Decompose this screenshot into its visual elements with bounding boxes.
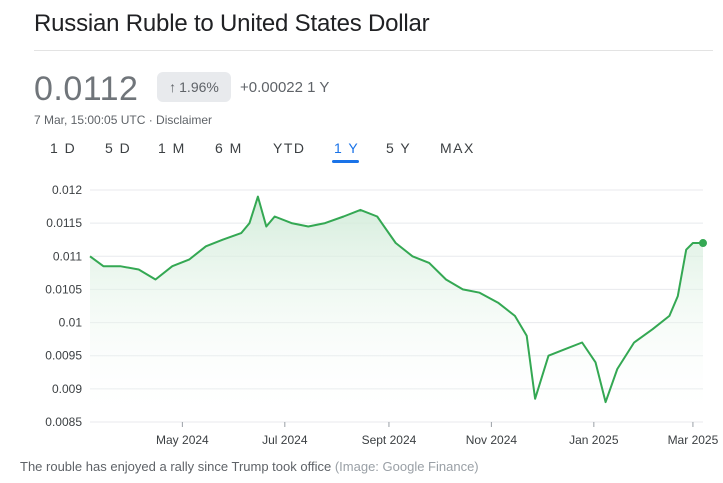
current-price: 0.0112: [34, 70, 139, 108]
x-tick-label: Nov 2024: [466, 433, 518, 447]
x-tick-label: Mar 2025: [668, 433, 719, 447]
caption-text: The rouble has enjoyed a rally since Tru…: [20, 459, 332, 474]
x-axis-labels: May 2024 Jul 2024 Sept 2024 Nov 2024 Jan 202…: [156, 422, 719, 447]
y-axis-labels: 0.012 0.0115 0.011 0.0105 0.01 0.0095 0.009 0.0…: [45, 183, 82, 429]
change-absolute: +0.00022 1 Y: [240, 79, 330, 96]
tab-1d[interactable]: 1 D: [50, 140, 77, 156]
y-tick-label: 0.009: [52, 382, 82, 396]
price-line: [89, 195, 703, 404]
y-tick-label: 0.0115: [46, 216, 82, 230]
page-title: Russian Ruble to United States Dollar: [34, 10, 430, 37]
x-tick-label: Jul 2024: [262, 433, 308, 447]
header-divider: [34, 50, 713, 51]
tab-1m[interactable]: 1 M: [158, 140, 186, 156]
tab-max[interactable]: MAX: [440, 140, 475, 156]
change-percent-badge: ↑ 1.96%: [157, 72, 231, 102]
y-tick-label: 0.0085: [45, 415, 82, 429]
tab-6m[interactable]: 6 M: [215, 140, 243, 156]
y-tick-label: 0.0095: [45, 349, 82, 363]
x-tick-label: Jan 2025: [569, 433, 619, 447]
image-caption: The rouble has enjoyed a rally since Tru…: [20, 459, 479, 474]
up-arrow-icon: ↑: [169, 79, 177, 95]
y-tick-label: 0.012: [52, 183, 82, 197]
tab-5y[interactable]: 5 Y: [386, 140, 412, 156]
change-percent-value: 1.96%: [179, 79, 219, 95]
timestamp-disclaimer[interactable]: 7 Mar, 15:00:05 UTC · Disclaimer: [34, 113, 213, 127]
tab-5d[interactable]: 5 D: [105, 140, 132, 156]
x-tick-label: Sept 2024: [362, 433, 417, 447]
price-area-fill: [90, 196, 703, 422]
y-tick-label: 0.0105: [45, 282, 82, 296]
range-tabs: 1 D 5 D 1 M 6 M YTD 1 Y 5 Y MAX: [0, 140, 723, 164]
price-chart[interactable]: 0.012 0.0115 0.011 0.0105 0.01 0.0095 0.009 0.0…: [0, 170, 723, 455]
x-tick-label: May 2024: [156, 433, 209, 447]
y-tick-label: 0.011: [53, 249, 82, 263]
tab-ytd[interactable]: YTD: [273, 140, 306, 156]
tab-1y[interactable]: 1 Y: [331, 140, 360, 163]
caption-credit: (Image: Google Finance): [334, 459, 479, 474]
current-price-dot: [699, 239, 707, 248]
y-tick-label: 0.01: [59, 316, 83, 330]
